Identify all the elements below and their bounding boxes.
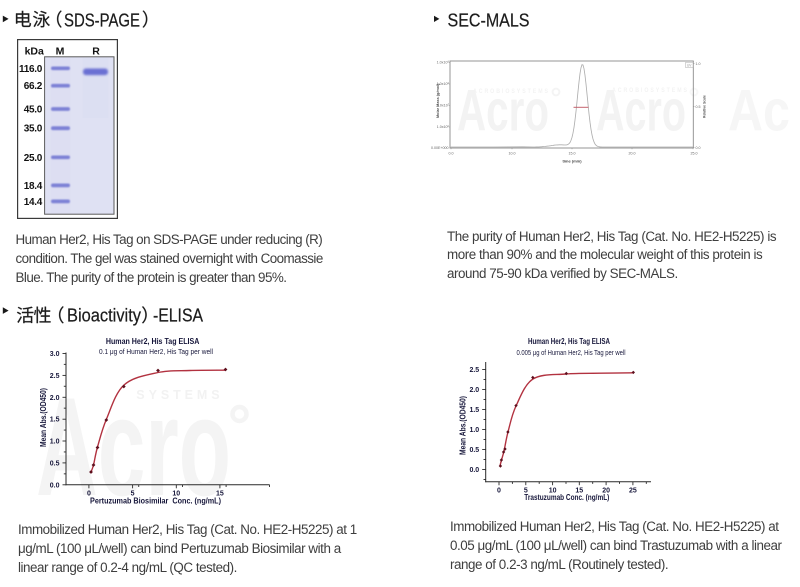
svg-text:15: 15 (575, 488, 583, 495)
svg-text:3.0: 3.0 (50, 351, 60, 358)
svg-text:ACROBIOSYSTEMS: ACROBIOSYSTEMS (612, 87, 689, 94)
svg-text:SEC-MALS: SEC-MALS (448, 9, 530, 30)
svg-text:Human Her2, His Tag ELISA: Human Her2, His Tag ELISA (106, 337, 200, 346)
svg-text:1.5: 1.5 (469, 407, 479, 414)
svg-text:1.0: 1.0 (469, 427, 479, 434)
svg-text:0.5: 0.5 (50, 460, 60, 467)
svg-text:1.0: 1.0 (50, 439, 60, 446)
svg-text:Acro: Acro (596, 79, 686, 144)
svg-text:2.0: 2.0 (50, 395, 60, 402)
svg-text:1.0x10⁹: 1.0x10⁹ (437, 61, 450, 65)
svg-text:Bioactivity: Bioactivity (67, 305, 142, 326)
svg-text:1.0x10⁷: 1.0x10⁷ (437, 104, 450, 108)
svg-text:Trastuzumab Conc. (ng/mL): Trastuzumab Conc. (ng/mL) (524, 492, 609, 502)
svg-text:Acro: Acro (457, 79, 549, 144)
svg-text:Pertuzumab Biosimilar Conc. (: Pertuzumab Biosimilar Conc. (ng/mL) (90, 496, 221, 506)
svg-text:10.0: 10.0 (509, 152, 516, 156)
svg-text:0: 0 (87, 491, 91, 498)
svg-text:Mean Abs.(OD450): Mean Abs.(OD450) (459, 396, 468, 455)
svg-text:1.0x10⁸: 1.0x10⁸ (437, 82, 450, 86)
svg-text:M: M (56, 45, 65, 57)
svg-text:time (min): time (min) (562, 159, 582, 164)
svg-text:2.5: 2.5 (469, 367, 479, 374)
svg-text:25: 25 (629, 488, 637, 495)
svg-text:25.0: 25.0 (24, 153, 43, 164)
svg-text:15.0: 15.0 (569, 152, 576, 156)
svg-text:20.0: 20.0 (629, 152, 636, 156)
svg-text:0.0: 0.0 (50, 482, 60, 489)
svg-text:SYSTEMS: SYSTEMS (136, 388, 224, 402)
svg-text:20: 20 (602, 488, 610, 495)
svg-text:10: 10 (172, 491, 180, 498)
svg-text:R: R (92, 45, 100, 57)
svg-text:5: 5 (131, 491, 135, 498)
svg-text:14.4: 14.4 (24, 197, 43, 208)
svg-text:Acro: Acro (36, 368, 231, 525)
svg-text:0.5: 0.5 (469, 447, 479, 454)
svg-text:35.0: 35.0 (24, 124, 43, 135)
svg-text:5: 5 (524, 488, 528, 495)
svg-text:0: 0 (497, 488, 501, 495)
svg-text:UV: UV (687, 63, 692, 67)
svg-text:0.0: 0.0 (469, 467, 479, 474)
svg-text:1.5: 1.5 (50, 417, 60, 424)
svg-text:ACROBIOSYSTEMS: ACROBIOSYSTEMS (473, 88, 550, 95)
svg-text:0.1 μg of Human Her2, His Tag: 0.1 μg of Human Her2, His Tag per well (99, 347, 213, 356)
svg-text:25.0: 25.0 (691, 152, 698, 156)
svg-text:10: 10 (549, 488, 557, 495)
svg-text:1.0: 1.0 (696, 62, 701, 66)
svg-text:SDS-PAGE: SDS-PAGE (64, 9, 140, 30)
svg-text:0.00E+000: 0.00E+000 (431, 146, 449, 150)
svg-text:0.0: 0.0 (449, 152, 454, 156)
svg-text:0.0: 0.0 (696, 146, 701, 150)
svg-text:0.005 μg of Human Her2, His Ta: 0.005 μg of Human Her2, His Tag per well (517, 348, 626, 357)
svg-text:15: 15 (216, 491, 224, 498)
svg-text:0.5: 0.5 (696, 105, 701, 109)
svg-text:-ELISA: -ELISA (153, 305, 204, 326)
svg-text:1.0x10⁶: 1.0x10⁶ (437, 125, 450, 129)
svg-text:116.0: 116.0 (19, 64, 43, 75)
svg-text:2.5: 2.5 (50, 373, 60, 380)
svg-text:kDa: kDa (25, 45, 44, 57)
svg-text:66.2: 66.2 (24, 81, 43, 92)
svg-text:2.0: 2.0 (469, 387, 479, 394)
svg-text:18.4: 18.4 (24, 181, 43, 192)
svg-text:Relative Scale: Relative Scale (703, 95, 707, 118)
svg-text:Molar Mass (g/mol): Molar Mass (g/mol) (436, 83, 440, 118)
svg-text:Human Her2, His Tag ELISA: Human Her2, His Tag ELISA (528, 337, 610, 346)
svg-text:Mean Abs.(OD450): Mean Abs.(OD450) (39, 388, 48, 447)
svg-text:Ac: Ac (728, 79, 790, 144)
svg-text:45.0: 45.0 (24, 104, 43, 115)
